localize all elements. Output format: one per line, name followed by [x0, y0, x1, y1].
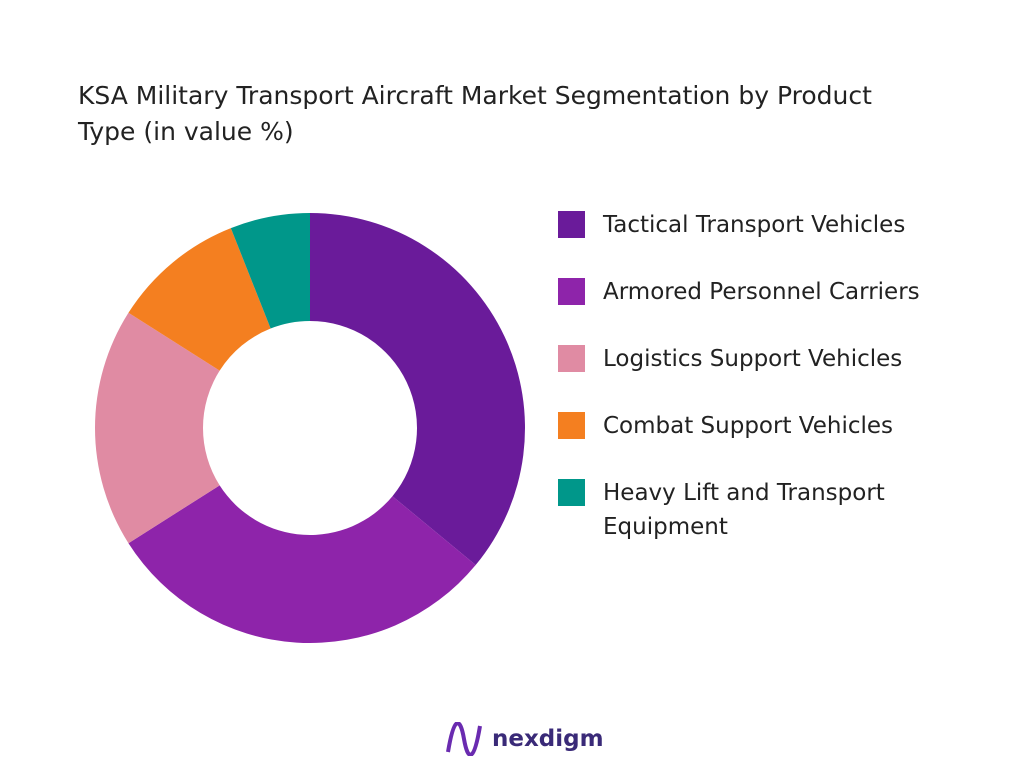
legend-item: Heavy Lift and Transport Equipment	[558, 476, 978, 544]
brand-logo: nexdigm	[444, 722, 604, 756]
legend-item: Combat Support Vehicles	[558, 409, 978, 443]
donut-slice	[310, 213, 525, 566]
legend-item: Logistics Support Vehicles	[558, 342, 978, 376]
donut-slice	[128, 485, 476, 643]
brand-text: nexdigm	[492, 726, 604, 752]
donut-slice	[128, 228, 271, 371]
legend-swatch	[558, 211, 585, 238]
legend-label: Tactical Transport Vehicles	[603, 212, 906, 238]
legend-swatch	[558, 345, 585, 372]
legend-swatch	[558, 278, 585, 305]
donut-slice	[230, 213, 310, 329]
legend-swatch	[558, 412, 585, 439]
legend-label: Combat Support Vehicles	[603, 413, 894, 439]
chart-title: KSA Military Transport Aircraft Market S…	[78, 81, 872, 146]
legend: Tactical Transport Vehicles Armored Perso…	[558, 208, 978, 577]
donut-slice	[95, 312, 220, 544]
brand-icon	[446, 722, 482, 756]
legend-item: Tactical Transport Vehicles	[558, 208, 978, 242]
legend-label: Heavy Lift and Transport Equipment	[603, 480, 885, 540]
chart	[95, 213, 525, 643]
legend-swatch	[558, 479, 585, 506]
legend-label: Armored Personnel Carriers	[603, 279, 920, 305]
legend-label: Logistics Support Vehicles	[603, 346, 903, 372]
legend-item: Armored Personnel Carriers	[558, 275, 978, 309]
